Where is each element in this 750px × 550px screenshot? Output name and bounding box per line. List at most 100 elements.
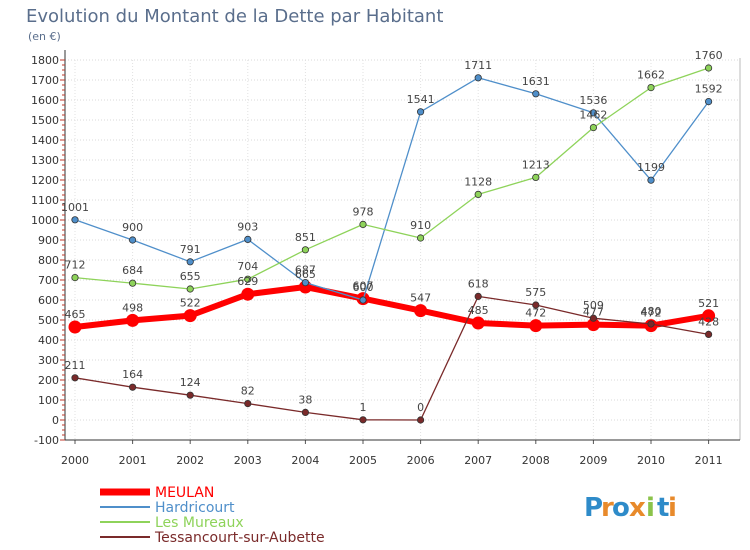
data-label: 485 bbox=[468, 304, 489, 317]
logo-letter: i bbox=[668, 493, 677, 523]
data-point bbox=[129, 383, 137, 391]
logo-letter: i bbox=[646, 493, 655, 523]
x-tick-label: 2011 bbox=[695, 454, 723, 467]
grid bbox=[65, 59, 740, 441]
x-tick-label: 2001 bbox=[119, 454, 147, 467]
data-point bbox=[68, 320, 82, 334]
data-point bbox=[416, 416, 425, 424]
y-tick-label: 200 bbox=[38, 374, 59, 387]
x-tick-label: 2010 bbox=[637, 454, 665, 467]
legend-label: Tessancourt-sur-Aubette bbox=[154, 530, 325, 546]
y-tick-label: 1300 bbox=[31, 154, 59, 167]
data-label: 509 bbox=[583, 299, 604, 312]
data-label: 600 bbox=[353, 281, 374, 294]
data-label: 1128 bbox=[464, 175, 492, 188]
x-tick-label: 2007 bbox=[464, 454, 492, 467]
data-point bbox=[702, 309, 716, 323]
data-label: 900 bbox=[122, 221, 143, 234]
data-label: 1462 bbox=[579, 109, 607, 122]
data-point bbox=[647, 84, 655, 92]
data-point bbox=[126, 313, 140, 327]
data-point bbox=[474, 74, 482, 82]
data-label: 472 bbox=[525, 307, 546, 320]
logo-letter: t bbox=[657, 493, 669, 523]
data-point bbox=[474, 292, 482, 300]
y-tick-label: -100 bbox=[34, 434, 59, 447]
data-point bbox=[416, 234, 425, 242]
y-tick-label: 800 bbox=[38, 254, 59, 267]
data-point bbox=[241, 287, 255, 301]
x-tick-label: 2003 bbox=[234, 454, 262, 467]
data-label: 547 bbox=[410, 292, 431, 305]
data-point bbox=[589, 314, 598, 322]
series-line bbox=[74, 67, 709, 290]
data-label: 477 bbox=[583, 306, 604, 319]
data-label: 618 bbox=[468, 277, 489, 290]
x-tick-label: 2008 bbox=[522, 454, 550, 467]
data-point bbox=[532, 301, 540, 309]
logo-letter: P bbox=[584, 493, 603, 523]
data-label: 1213 bbox=[522, 158, 550, 171]
legend-label: MEULAN bbox=[155, 485, 214, 501]
data-label: 521 bbox=[698, 297, 719, 310]
x-tick-label: 2009 bbox=[579, 454, 607, 467]
data-point bbox=[359, 296, 367, 304]
y-tick-label: 700 bbox=[38, 274, 59, 287]
axes: -100010020030040050060070080090010001100… bbox=[31, 50, 741, 467]
logo-letter: o bbox=[612, 493, 630, 523]
data-label: 472 bbox=[641, 307, 662, 320]
data-label: 607 bbox=[353, 280, 374, 293]
data-point bbox=[186, 285, 194, 293]
data-point bbox=[359, 416, 367, 424]
data-label: 1199 bbox=[637, 161, 665, 174]
data-label: 522 bbox=[180, 297, 201, 310]
data-label: 1592 bbox=[695, 83, 723, 96]
data-label: 687 bbox=[295, 264, 316, 277]
y-tick-label: 300 bbox=[38, 354, 59, 367]
data-point bbox=[532, 173, 540, 181]
data-label: 1760 bbox=[695, 49, 723, 62]
data-point bbox=[647, 320, 655, 328]
data-label: 498 bbox=[122, 301, 143, 314]
data-point bbox=[414, 304, 428, 318]
data-label: 164 bbox=[122, 368, 143, 381]
series-lines bbox=[68, 64, 716, 424]
data-point bbox=[301, 278, 309, 287]
data-point bbox=[183, 309, 197, 323]
y-tick-label: 1400 bbox=[31, 134, 59, 147]
data-label: 1 bbox=[360, 401, 367, 414]
y-tick-label: 600 bbox=[38, 294, 59, 307]
y-tick-label: 1100 bbox=[31, 194, 59, 207]
data-label: 211 bbox=[65, 359, 86, 372]
logo-letter: x bbox=[629, 493, 646, 523]
data-label: 82 bbox=[241, 385, 255, 398]
data-label: 1541 bbox=[407, 93, 435, 106]
x-tick-label: 2004 bbox=[291, 454, 319, 467]
x-tick-label: 2000 bbox=[61, 454, 89, 467]
data-point bbox=[244, 275, 252, 283]
data-label: 665 bbox=[295, 268, 316, 281]
x-tick-label: 2005 bbox=[349, 454, 377, 467]
data-point bbox=[186, 258, 194, 266]
data-label: 480 bbox=[641, 305, 662, 318]
y-tick-label: 1700 bbox=[31, 74, 59, 87]
data-point bbox=[301, 408, 309, 416]
data-point bbox=[359, 220, 367, 228]
y-tick-label: 100 bbox=[38, 394, 59, 407]
data-label: 1662 bbox=[637, 69, 665, 82]
data-point bbox=[529, 319, 543, 333]
data-point bbox=[301, 246, 309, 254]
data-point bbox=[704, 64, 713, 72]
legend-label: Hardricourt bbox=[155, 500, 235, 516]
x-tick-label: 2006 bbox=[407, 454, 435, 467]
y-tick-label: 900 bbox=[38, 234, 59, 247]
data-label: 910 bbox=[410, 219, 431, 232]
data-point bbox=[416, 108, 425, 116]
data-point bbox=[244, 399, 252, 408]
y-tick-label: 1000 bbox=[31, 214, 59, 227]
data-point bbox=[589, 109, 598, 117]
y-tick-label: 1800 bbox=[31, 54, 59, 67]
data-label: 903 bbox=[237, 220, 258, 233]
